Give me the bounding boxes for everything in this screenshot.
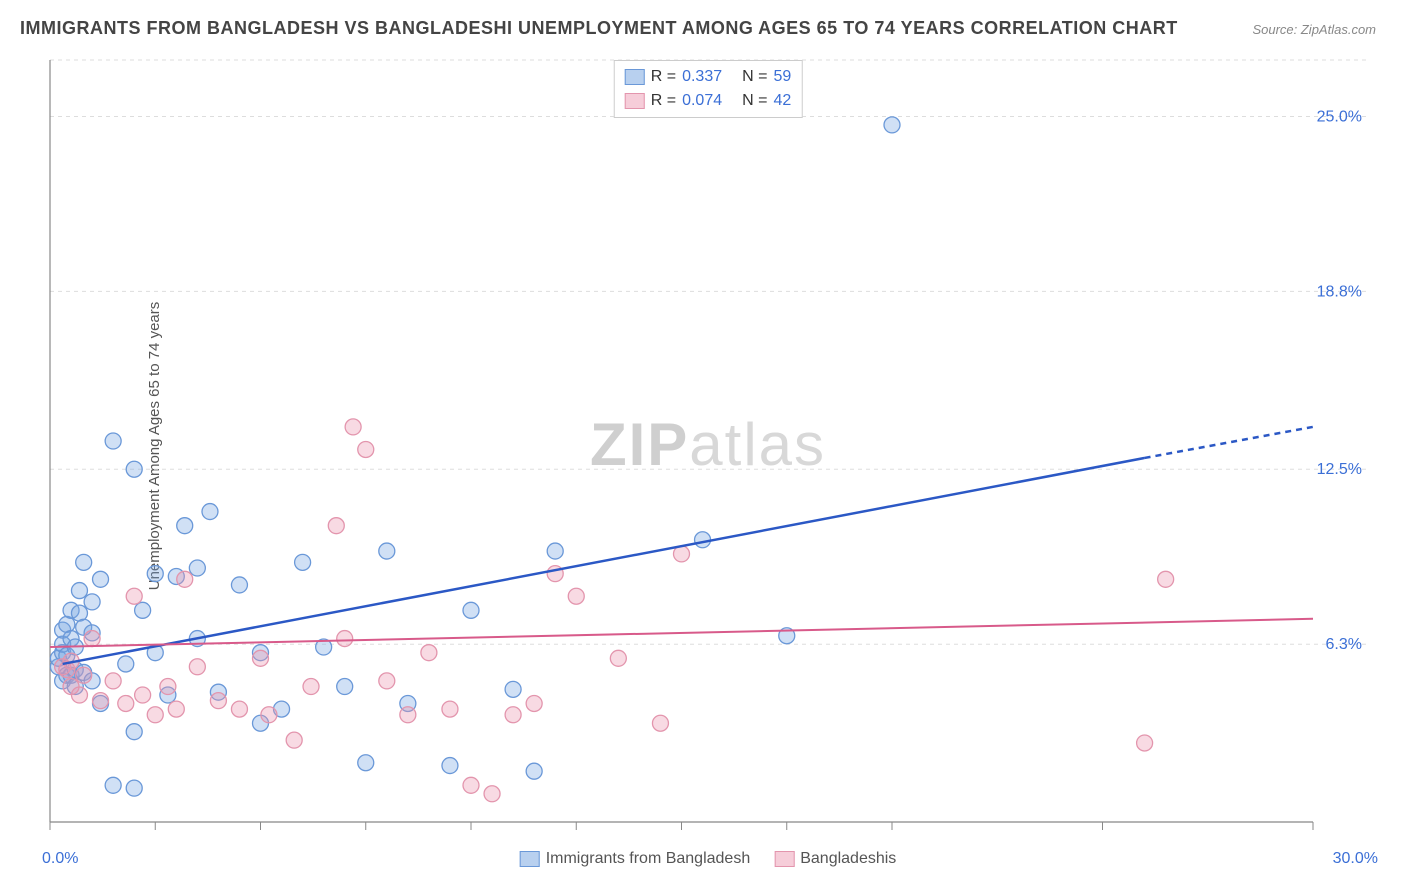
scatter-chart: 6.3% 12.5% 18.8% 25.0%: [48, 58, 1368, 838]
legend-n-label: N =: [742, 89, 767, 113]
legend-r-value: 0.337: [682, 65, 722, 89]
legend-n-value: 59: [773, 65, 791, 89]
svg-text:18.8%: 18.8%: [1317, 283, 1362, 300]
legend-series: Immigrants from Bangladesh Bangladeshis: [520, 850, 897, 868]
legend-swatch: [774, 851, 794, 867]
legend-stat-row: R = 0.337 N = 59: [625, 65, 792, 89]
legend-r-label: R =: [651, 89, 676, 113]
legend-stats: R = 0.337 N = 59 R = 0.074 N = 42: [614, 60, 803, 118]
legend-n-value: 42: [773, 89, 791, 113]
x-axis-min: 0.0%: [42, 850, 78, 868]
legend-stat-row: R = 0.074 N = 42: [625, 89, 792, 113]
legend-swatch: [625, 93, 645, 109]
x-axis-max: 30.0%: [1333, 850, 1378, 868]
source-label: Source: ZipAtlas.com: [1252, 22, 1376, 37]
legend-swatch: [625, 69, 645, 85]
svg-text:12.5%: 12.5%: [1317, 461, 1362, 478]
chart-title: IMMIGRANTS FROM BANGLADESH VS BANGLADESH…: [20, 18, 1178, 39]
legend-label: Bangladeshis: [800, 850, 896, 867]
chart-area: 6.3%12.5%18.8%25.0% ZIPatlas R = 0.337N …: [48, 58, 1368, 838]
legend-r-value: 0.074: [682, 89, 722, 113]
legend-label: Immigrants from Bangladesh: [546, 850, 751, 867]
legend-item: Immigrants from Bangladesh: [520, 850, 751, 868]
svg-text:25.0%: 25.0%: [1317, 108, 1362, 125]
legend-swatch: [520, 851, 540, 867]
legend-r-label: R =: [651, 65, 676, 89]
legend-n-label: N =: [742, 65, 767, 89]
svg-text:6.3%: 6.3%: [1326, 636, 1362, 653]
legend-item: Bangladeshis: [774, 850, 896, 868]
